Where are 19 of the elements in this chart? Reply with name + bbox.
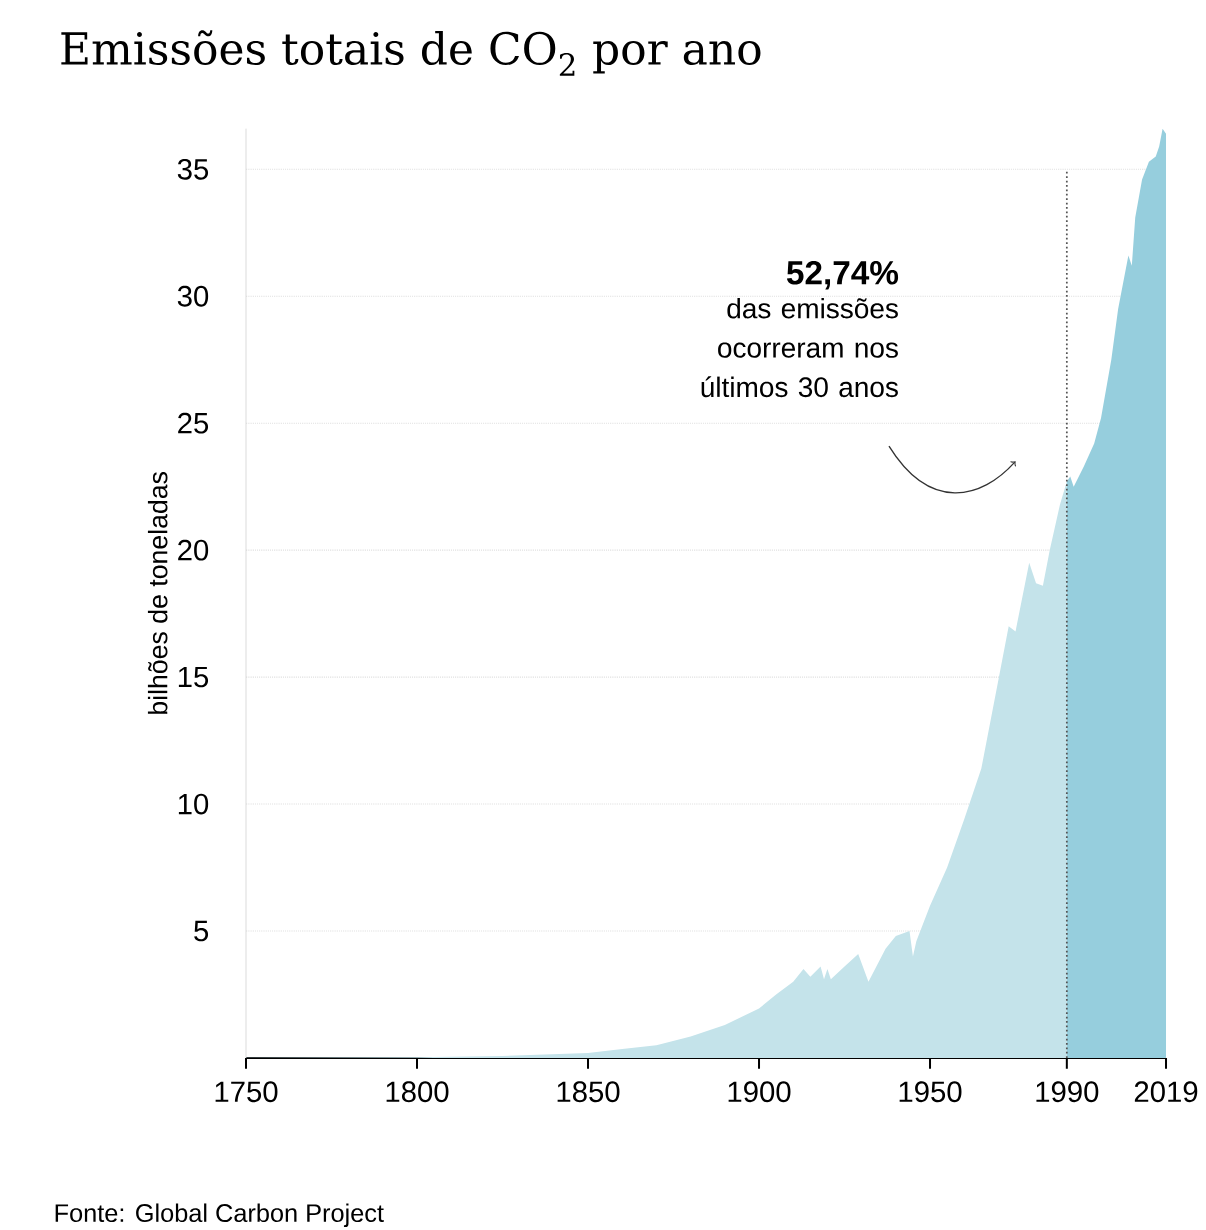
y-tick-label: 25	[178, 412, 209, 434]
y-tick-label: 10	[178, 793, 209, 815]
y-tick-label: 35	[177, 158, 209, 180]
x-tick-label: 1990	[1036, 1081, 1099, 1103]
y-tick-label: 20	[178, 539, 209, 561]
annotation: das emissões ocorreram nos últimos 30 anos	[701, 297, 898, 398]
x-tick-label: 1950	[899, 1081, 962, 1103]
x-tick-label: 1900	[728, 1081, 791, 1103]
y-tick-label: 30	[177, 285, 209, 307]
chart-title: Emissões totais de CO$_{2}$ por ano	[61, 30, 761, 76]
y-axis-title: bilhões de toneladas	[147, 472, 168, 714]
y-tick-label: 15	[178, 666, 209, 688]
x-tick-label: 1750	[215, 1081, 278, 1103]
x-tick-label: 1800	[386, 1081, 449, 1103]
annotation: 52,74%	[786, 260, 899, 290]
x-tick-label: 1850	[557, 1081, 620, 1103]
x-tick-label: 2019	[1134, 1081, 1198, 1103]
source-note: Fonte: Global Carbon Project	[55, 1203, 384, 1228]
y-tick-label: 5	[194, 920, 209, 942]
